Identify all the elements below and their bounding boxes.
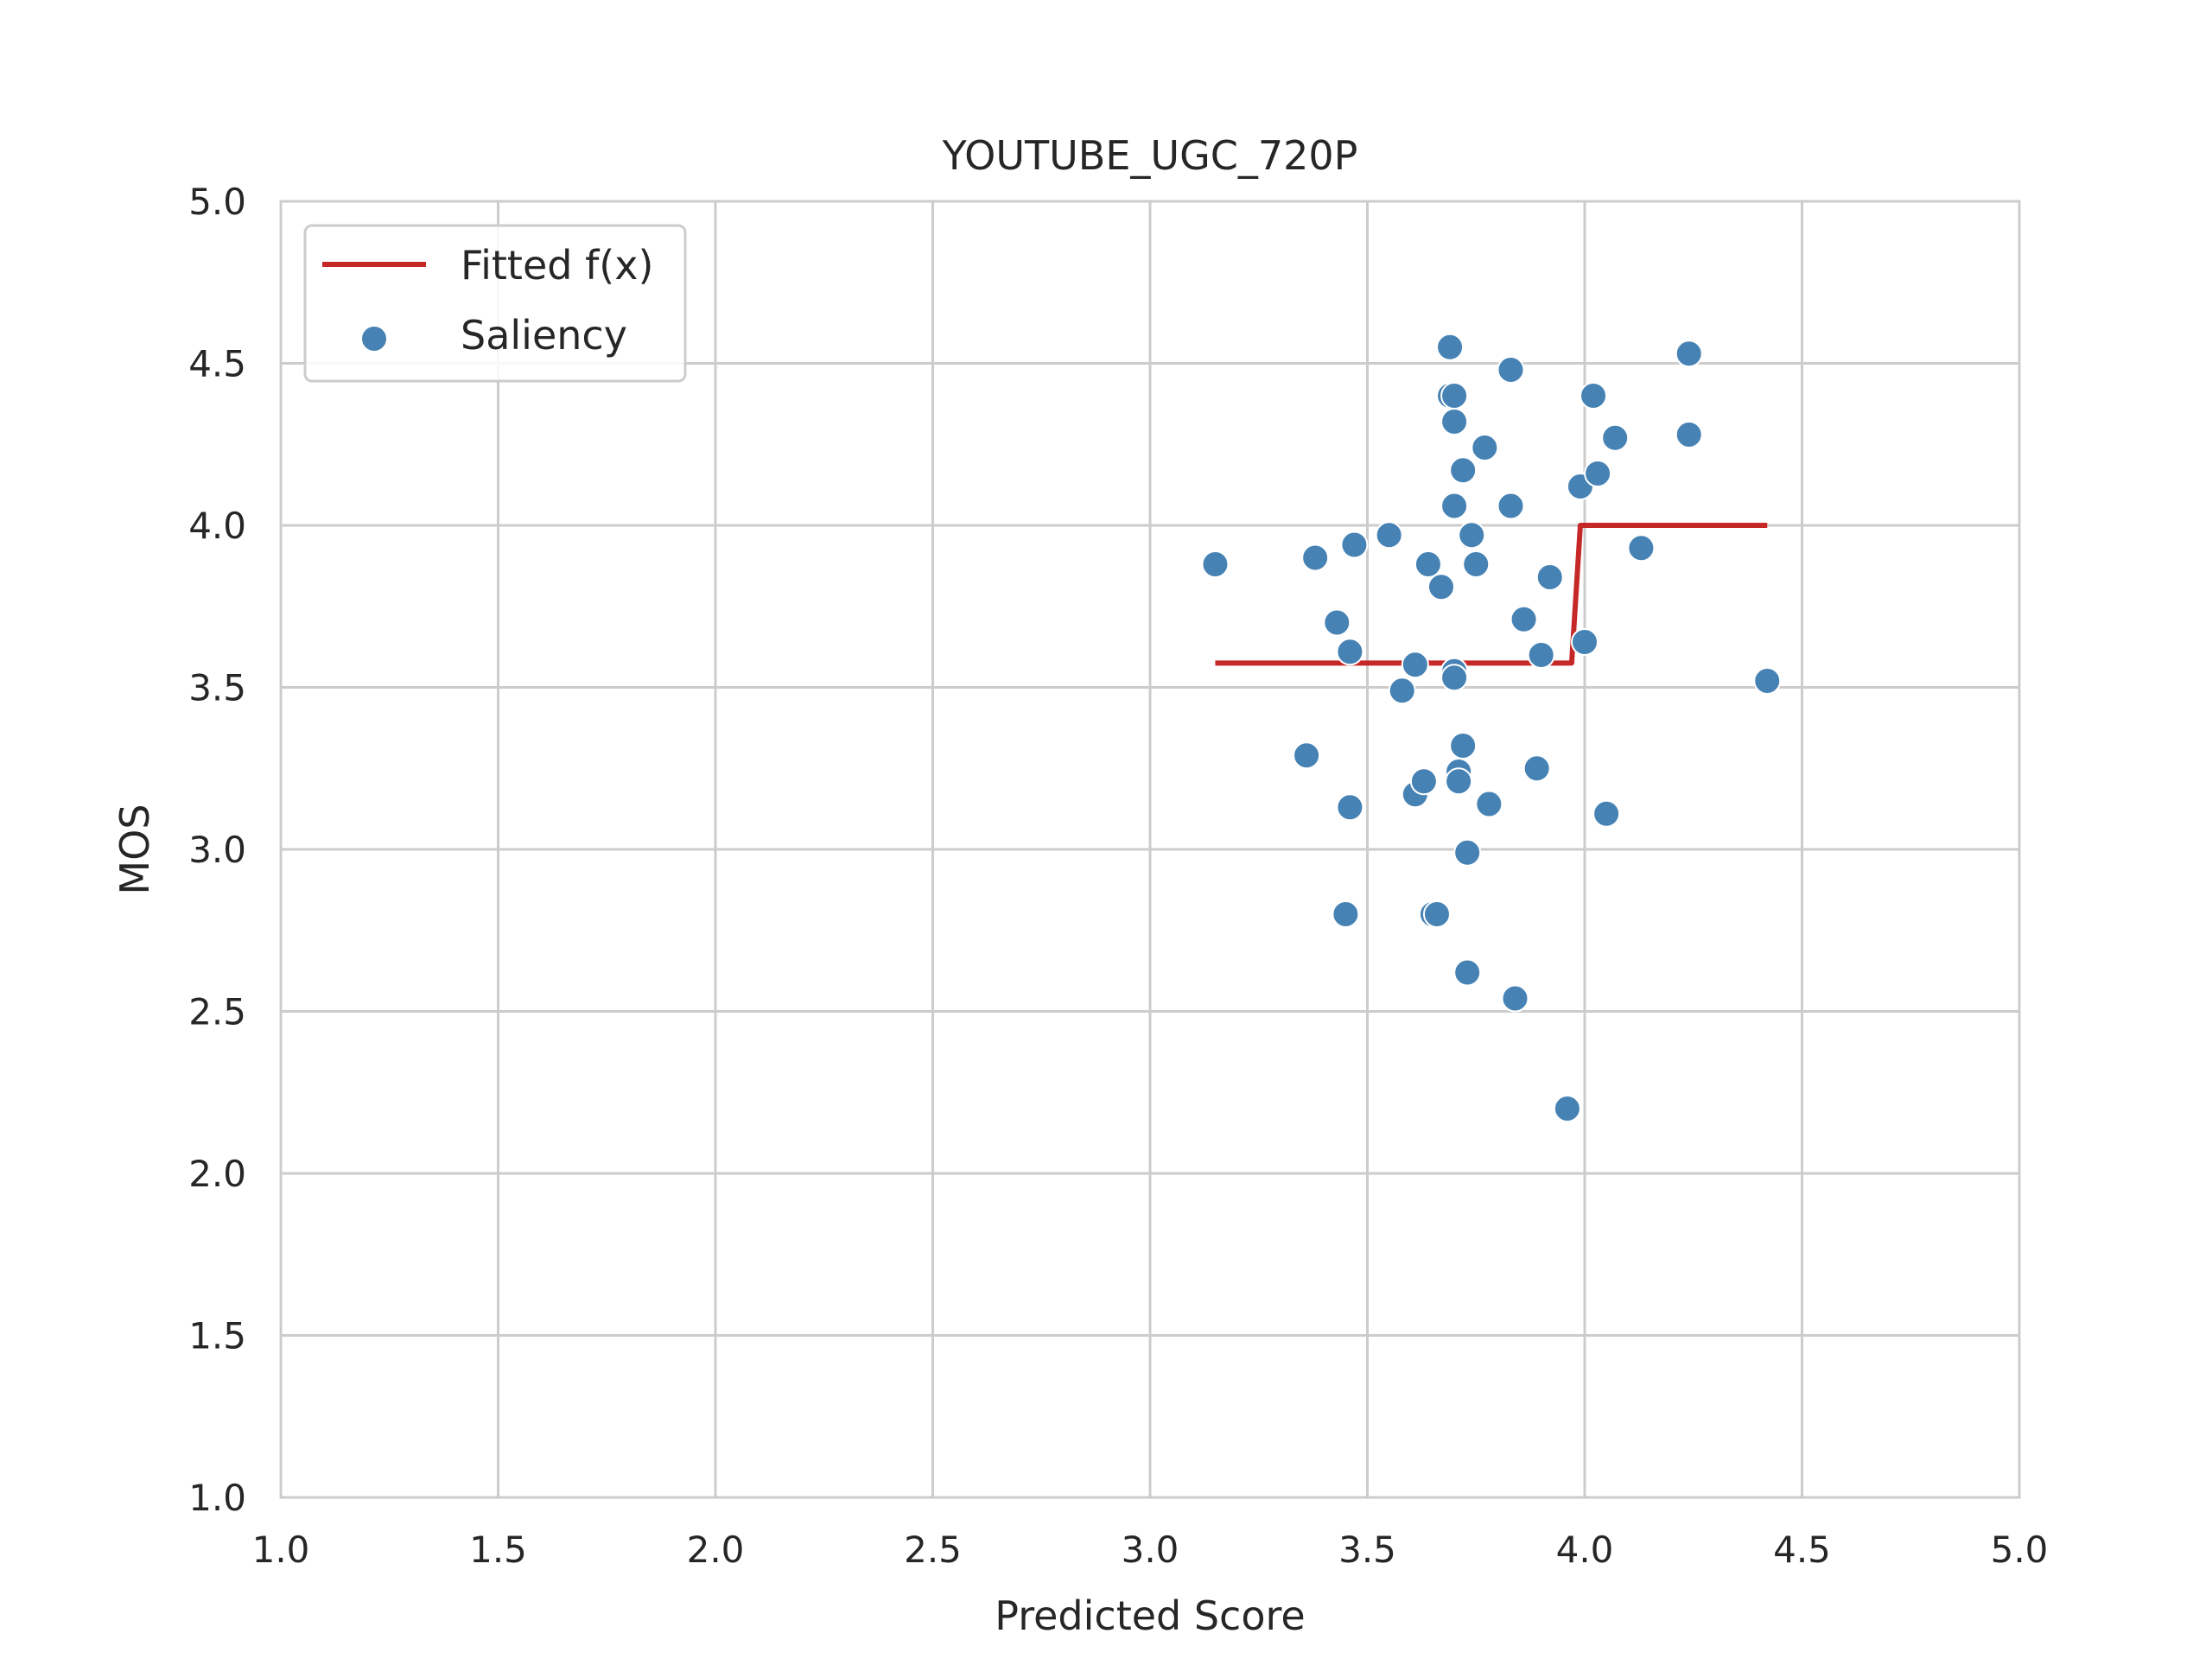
scatter-point [1449,456,1478,485]
scatter-point [1462,550,1491,578]
x-axis-label: Predicted Score [995,1592,1305,1639]
scatter-point [1601,423,1630,452]
y-tick-label: 1.5 [188,1315,246,1357]
y-tick-label: 5.0 [188,181,246,223]
scatter-point [1440,664,1469,692]
scatter-point [1440,408,1469,435]
scatter-point [1510,605,1538,633]
x-tick-label: 2.0 [687,1529,745,1571]
x-tick-label: 5.0 [1991,1529,2049,1571]
x-tick-labels: 1.0 1.5 2.0 2.5 3.0 3.5 4.0 4.5 5.0 [252,1529,2049,1571]
scatter-point [1675,421,1703,448]
scatter-point [1475,790,1503,818]
scatter-point [1458,521,1486,550]
scatter-point [1584,460,1612,487]
scatter-point [1497,356,1525,384]
scatter-point [1592,799,1621,828]
scatter-point [1471,434,1499,461]
scatter-point [1414,550,1442,578]
scatter-point [1336,638,1364,666]
scatter-point [1497,492,1525,520]
scatter-point [1449,732,1478,760]
legend: Fitted f(x) Saliency [303,224,687,383]
scatter-point [1675,340,1703,368]
scatter-point [1375,521,1403,550]
chart-title: YOUTUBE_UGC_720P [942,132,1358,179]
scatter-point [1332,900,1360,928]
scatter-point [1440,492,1469,520]
y-tick-label: 4.0 [188,505,246,547]
scatter-point [1301,543,1330,572]
y-tick-label: 3.5 [188,667,246,709]
y-axis-label: MOS [111,804,158,894]
y-tick-label: 2.0 [188,1153,246,1195]
x-tick-label: 2.5 [904,1529,962,1571]
x-tick-label: 3.0 [1122,1529,1179,1571]
y-tick-label: 2.5 [188,991,246,1033]
data-series [1201,333,1782,1122]
scatter-point [1201,550,1230,578]
legend-label-fitted: Fitted f(x) [461,242,653,289]
y-tick-label: 3.0 [188,829,246,871]
scatter-point [1753,667,1782,695]
x-tick-label: 4.5 [1773,1529,1831,1571]
scatter-point [1340,531,1369,559]
fitted-line [1215,523,1768,666]
scatter-point [1535,563,1564,591]
scatter-point [1293,741,1321,770]
y-tick-labels: 1.0 1.5 2.0 2.5 3.0 3.5 4.0 4.5 5.0 [188,181,246,1519]
scatter-point [1445,767,1473,796]
scatter-point [1527,641,1555,669]
scatter-point [1522,754,1551,783]
scatter-point [1422,900,1451,928]
y-tick-label: 4.5 [188,343,246,385]
x-tick-label: 1.5 [469,1529,527,1571]
scatter-point [1323,608,1351,637]
y-tick-label: 1.0 [188,1477,246,1519]
scatter-point [1440,382,1469,410]
scatter-point [1401,651,1429,679]
scatter-point [1436,333,1465,361]
scatter-point [1409,767,1438,796]
scatter-point [1388,677,1416,705]
scatter-point [1580,382,1608,410]
scatter-point [1501,984,1529,1013]
scatter-point [1627,534,1656,563]
scatter-point [1427,573,1456,601]
legend-label-saliency: Saliency [461,312,627,359]
scatter-point [1453,838,1482,867]
plot-frame [279,200,2021,1499]
scatter-point [1453,958,1482,987]
legend-marker-swatch [360,325,388,353]
scatter-point [1571,628,1599,656]
scatter-point [1553,1095,1581,1122]
x-tick-label: 1.0 [252,1529,310,1571]
x-tick-label: 4.0 [1556,1529,1614,1571]
scatter-point [1336,793,1364,822]
x-tick-label: 3.5 [1338,1529,1396,1571]
